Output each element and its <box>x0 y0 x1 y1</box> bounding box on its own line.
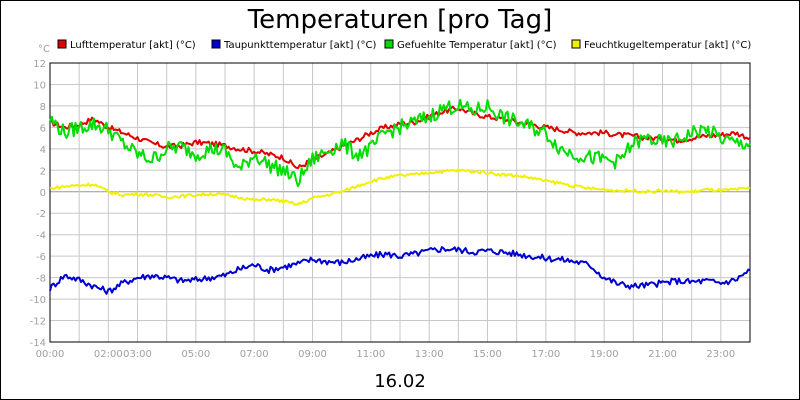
y-tick-label: 8 <box>40 102 46 113</box>
x-tick-label: 11:00 <box>356 349 385 360</box>
plot-area <box>49 62 751 343</box>
x-tick-label: 13:00 <box>415 349 444 360</box>
grid <box>49 62 751 343</box>
legend-swatch <box>571 39 581 49</box>
y-tick-label: 0 <box>40 188 46 199</box>
legend-label: Taupunkttemperatur [akt] (°C) <box>223 40 376 51</box>
x-tick-label: 03:00 <box>123 349 152 360</box>
legend-swatch <box>211 39 221 49</box>
series-line-2 <box>49 246 751 295</box>
legend-swatch <box>384 39 394 49</box>
y-tick-label: -10 <box>30 295 46 306</box>
y-tick-label: 2 <box>40 166 46 177</box>
x-tick-label: 17:00 <box>531 349 560 360</box>
series-group <box>49 98 751 295</box>
x-axis-date-label: 16.02 <box>374 371 426 392</box>
y-axis-ticks: 12 10 8 6 4 2 0 -2 -4 -6 -8 -10 -12 -14 <box>30 59 46 349</box>
y-tick-label: 4 <box>40 145 46 156</box>
x-axis-ticks: 00:00 02:00 03:00 05:00 07:00 09:00 11:00 13:00… <box>36 349 736 360</box>
x-tick-label: 09:00 <box>298 349 327 360</box>
y-tick-label: -6 <box>36 252 46 263</box>
x-tick-label: 05:00 <box>181 349 210 360</box>
y-tick-label: -2 <box>36 209 46 220</box>
x-tick-label: 07:00 <box>240 349 269 360</box>
legend-swatch <box>57 39 67 49</box>
legend-label: Lufttemperatur [akt] (°C) <box>70 40 196 51</box>
series-line-3 <box>49 98 751 188</box>
y-tick-label: 12 <box>33 59 46 70</box>
legend-label: Gefuehlte Temperatur [akt] (°C) <box>397 40 557 51</box>
y-axis-unit: °C <box>38 44 50 55</box>
y-tick-label: -8 <box>36 274 46 285</box>
y-tick-label: -12 <box>30 317 46 328</box>
x-tick-label: 00:00 <box>36 349 65 360</box>
x-tick-label: 02:00 <box>94 349 123 360</box>
legend-label: Feuchtkugeltemperatur [akt] (°C) <box>584 40 751 51</box>
x-tick-label: 23:00 <box>706 349 735 360</box>
legend: Lufttemperatur [akt] (°C) Taupunkttempera… <box>57 39 751 51</box>
x-tick-label: 21:00 <box>648 349 677 360</box>
y-tick-label: -4 <box>36 231 46 242</box>
chart-title: Temperaturen [pro Tag] <box>247 5 553 35</box>
x-tick-label: 19:00 <box>590 349 619 360</box>
series-line-4 <box>49 168 751 206</box>
x-tick-label: 15:00 <box>473 349 502 360</box>
y-tick-label: 6 <box>40 123 46 134</box>
y-tick-label: 10 <box>33 80 46 91</box>
y-tick-label: -14 <box>30 338 46 349</box>
